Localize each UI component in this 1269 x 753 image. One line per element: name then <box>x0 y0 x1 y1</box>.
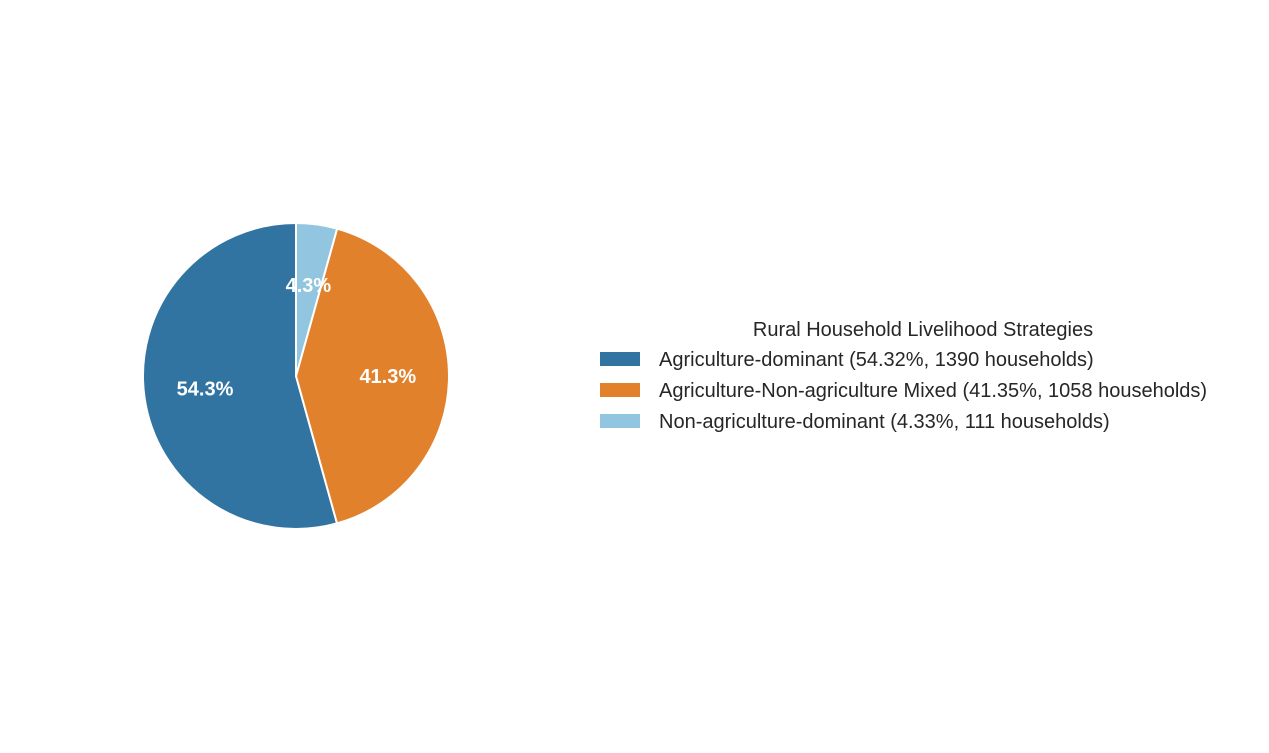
pie-slice-label-3: 4.3% <box>286 275 332 297</box>
pie-slice-label-1: 54.3% <box>177 378 234 400</box>
legend-entries: Agriculture-dominant (54.32%, 1390 house… <box>600 349 1207 433</box>
legend-entry-3: Non-agriculture-dominant (4.33%, 111 hou… <box>659 411 1110 433</box>
legend: Rural Household Livelihood Strategies Ag… <box>600 319 1207 433</box>
pie-slices <box>142 222 450 530</box>
legend-entry-2: Agriculture-Non-agriculture Mixed (41.35… <box>659 380 1207 402</box>
pie-slice-labels: 54.3% 41.3% 4.3% <box>177 275 417 400</box>
legend-swatch-2 <box>600 383 640 397</box>
pie-slice-3 <box>295 222 339 377</box>
pie-slice-1 <box>142 222 339 530</box>
pie-slice-label-2: 41.3% <box>359 366 416 388</box>
pie-slice-2 <box>295 227 450 525</box>
legend-swatch-3 <box>600 414 640 428</box>
legend-entry-1: Agriculture-dominant (54.32%, 1390 house… <box>659 349 1094 371</box>
legend-title: Rural Household Livelihood Strategies <box>753 319 1093 341</box>
legend-swatch-1 <box>600 352 640 366</box>
